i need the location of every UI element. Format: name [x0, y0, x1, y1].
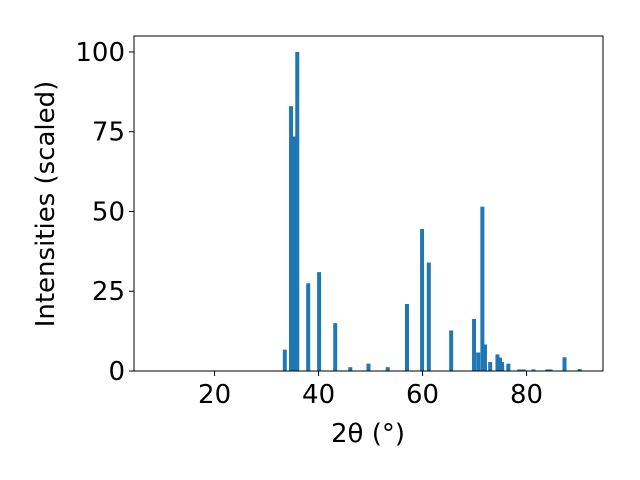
bar — [480, 206, 485, 371]
bar — [476, 352, 481, 371]
bar — [385, 367, 390, 371]
bar — [577, 369, 582, 371]
y-tick-label: 50 — [92, 197, 125, 227]
bar — [348, 367, 353, 371]
y-tick-label: 75 — [92, 118, 125, 148]
bar — [517, 369, 522, 371]
bar — [531, 369, 536, 371]
bar — [420, 229, 425, 371]
x-tick-label: 60 — [406, 380, 439, 410]
bar — [545, 369, 550, 371]
bar — [562, 357, 567, 371]
bar — [306, 283, 311, 371]
x-axis-label: 2θ (°) — [331, 419, 405, 449]
y-tick-label: 25 — [92, 277, 125, 307]
bar — [500, 362, 505, 371]
bar — [289, 106, 294, 371]
bar — [333, 323, 338, 371]
bar — [488, 362, 493, 371]
bar — [548, 369, 553, 371]
bar — [292, 136, 297, 371]
bar — [282, 349, 287, 371]
bar — [404, 304, 409, 371]
bar — [498, 357, 503, 371]
bar — [426, 262, 431, 371]
bar — [495, 354, 500, 371]
y-tick-label: 100 — [75, 38, 125, 68]
x-tick-label: 40 — [302, 380, 335, 410]
bar — [482, 344, 487, 371]
y-axis-label: Intensities (scaled) — [31, 81, 61, 328]
bar — [472, 318, 477, 371]
bar — [366, 363, 371, 371]
bar — [506, 363, 511, 371]
x-tick-label: 80 — [510, 380, 543, 410]
bar — [317, 272, 322, 371]
x-tick-label: 20 — [198, 380, 231, 410]
y-tick-label: 0 — [108, 357, 125, 387]
bar — [449, 330, 454, 371]
plot-frame — [133, 35, 604, 372]
bar — [295, 51, 300, 371]
bar — [521, 369, 526, 371]
